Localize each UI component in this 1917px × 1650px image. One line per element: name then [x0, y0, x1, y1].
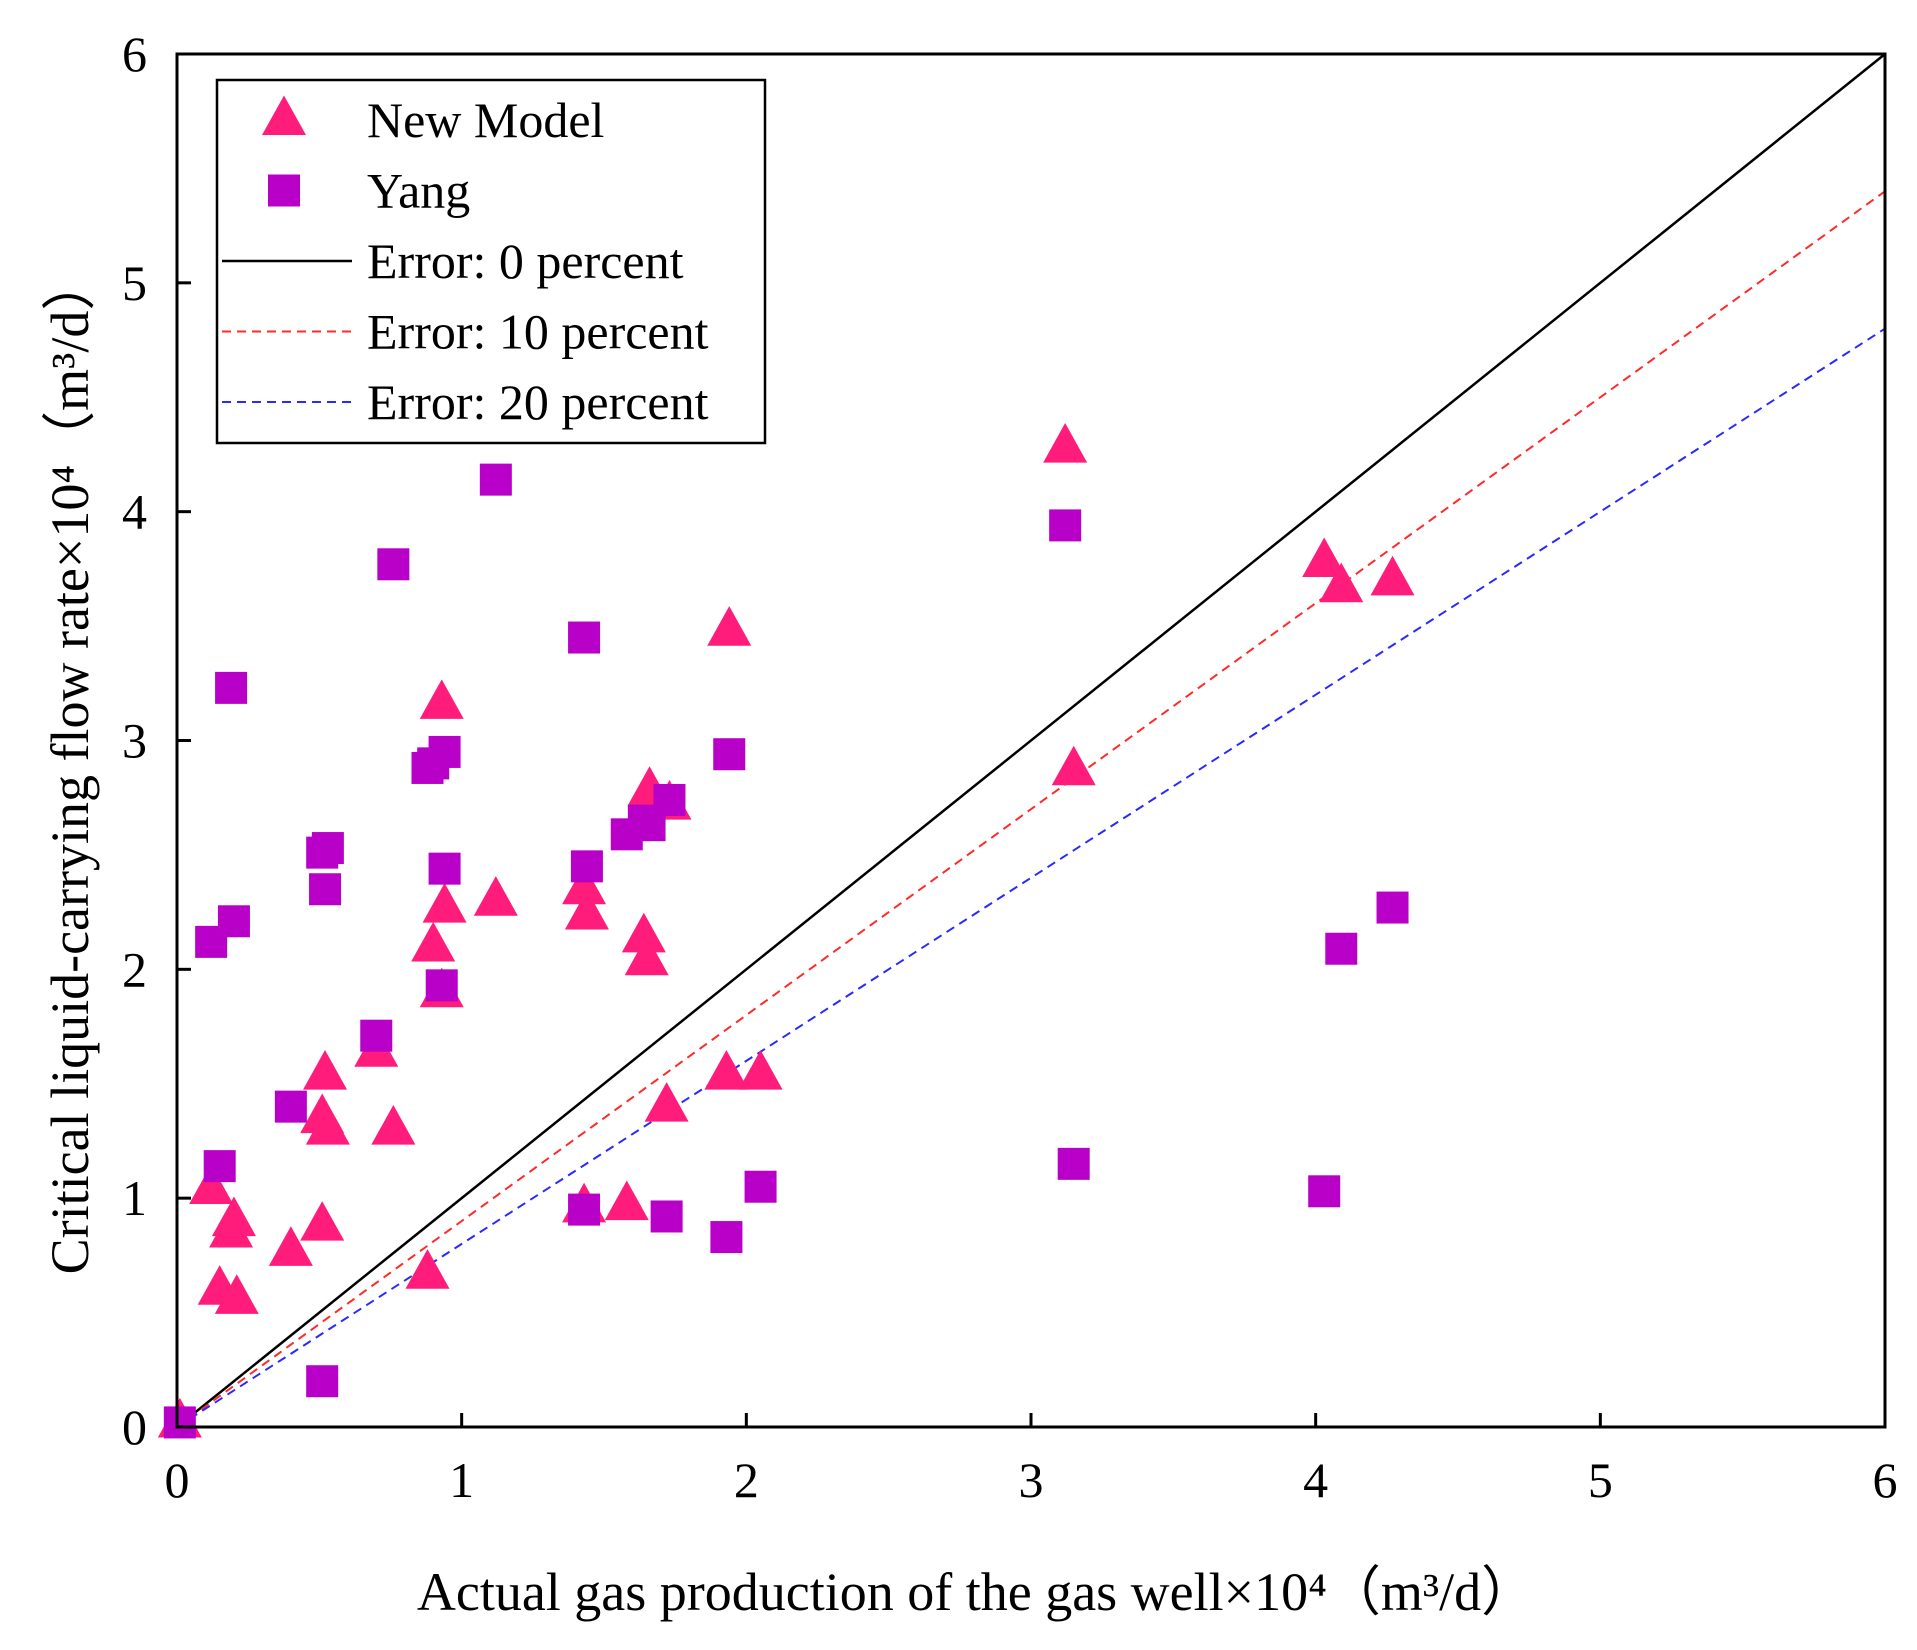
- data-markers: [157, 423, 1415, 1439]
- new-model-point: [562, 864, 607, 905]
- y-tick-label: 4: [122, 484, 147, 540]
- legend-label: Error: 20 percent: [367, 374, 709, 430]
- new-model-point: [707, 606, 752, 646]
- x-tick-label: 6: [1873, 1452, 1898, 1508]
- yang-point: [713, 738, 746, 771]
- new-model-point: [214, 1274, 259, 1314]
- yang-point: [570, 850, 603, 883]
- new-model-point: [564, 889, 609, 930]
- y-tick-label: 5: [122, 255, 147, 311]
- yang-point: [428, 852, 461, 885]
- axis-ticks: 0 1 2 3 4 5 6 0 1 2 3 4 5 6: [122, 26, 1898, 1508]
- yang-point: [377, 548, 410, 581]
- legend-label: Error: 0 percent: [367, 233, 684, 289]
- y-axis-title: Critical liquid-carrying flow rate×10⁴（m…: [40, 257, 100, 1275]
- yang-point: [311, 832, 344, 865]
- yang-point: [215, 671, 248, 704]
- yang-point: [650, 1200, 683, 1233]
- new-model-point: [1051, 745, 1096, 786]
- legend-triangle-icon: [262, 95, 306, 136]
- yang-point: [360, 1019, 393, 1052]
- yang-point: [217, 905, 250, 938]
- yang-point: [744, 1170, 777, 1203]
- yang-point: [203, 1150, 236, 1183]
- yang-point: [306, 1365, 339, 1398]
- new-model-point: [411, 921, 456, 962]
- yang-point: [653, 783, 686, 816]
- legend: New Model Yang Error: 0 percent Error: 10 p…: [215, 78, 767, 445]
- legend-label: New Model: [367, 92, 604, 148]
- x-tick-label: 5: [1588, 1452, 1613, 1508]
- yang-point: [428, 735, 461, 768]
- new-model-point: [738, 1050, 783, 1090]
- yang-point: [1049, 509, 1082, 542]
- yang-point: [1308, 1175, 1341, 1208]
- new-model-point: [189, 1164, 234, 1205]
- y-tick-label: 1: [122, 1170, 147, 1226]
- new-model-point: [704, 1050, 749, 1090]
- new-model-point: [1043, 423, 1088, 463]
- y-tick-label: 6: [122, 26, 147, 82]
- new-model-point: [303, 1050, 348, 1090]
- new-model-point: [305, 1104, 350, 1145]
- series-line-4: [176, 327, 1886, 1428]
- yang-point: [425, 969, 458, 1002]
- new-model-point: [371, 1104, 416, 1145]
- series-line-2: [176, 53, 1886, 1428]
- new-model-point: [300, 1201, 345, 1241]
- y-tick-label: 3: [122, 713, 147, 769]
- new-model-point: [473, 876, 518, 916]
- legend-label: Yang: [367, 163, 470, 219]
- yang-point: [1376, 891, 1409, 924]
- yang-point: [163, 1406, 196, 1439]
- new-model-point: [268, 1226, 313, 1266]
- new-model-point: [405, 1249, 450, 1289]
- yang-point: [274, 1090, 307, 1123]
- yang-point: [568, 1193, 601, 1226]
- new-model-point: [1319, 562, 1364, 603]
- legend-square-icon: [268, 174, 300, 207]
- yang-point: [479, 463, 512, 496]
- new-model-point: [422, 882, 467, 923]
- x-axis-title: Actual gas production of the gas well×10…: [417, 1562, 1535, 1622]
- new-model-point: [1370, 555, 1415, 596]
- x-tick-label: 3: [1019, 1452, 1044, 1508]
- new-model-point: [621, 912, 666, 953]
- x-tick-label: 1: [449, 1452, 474, 1508]
- new-model-point: [624, 935, 669, 976]
- new-model-point: [211, 1196, 256, 1237]
- legend-label: Error: 10 percent: [367, 304, 709, 360]
- y-tick-label: 2: [122, 941, 147, 997]
- new-model-point: [1302, 537, 1347, 578]
- yang-point: [568, 621, 601, 654]
- series-line-3: [176, 190, 1886, 1428]
- x-tick-label: 4: [1303, 1452, 1328, 1508]
- new-model-point: [604, 1180, 649, 1221]
- yang-point: [1325, 932, 1358, 965]
- yang-point: [710, 1221, 743, 1254]
- new-model-point: [419, 679, 464, 719]
- reference-lines: [176, 53, 1886, 1428]
- x-tick-label: 2: [734, 1452, 759, 1508]
- yang-point: [1057, 1147, 1090, 1180]
- yang-point: [309, 873, 342, 906]
- y-tick-label: 0: [122, 1399, 147, 1455]
- x-tick-label: 0: [165, 1452, 190, 1508]
- new-model-point: [644, 1082, 689, 1122]
